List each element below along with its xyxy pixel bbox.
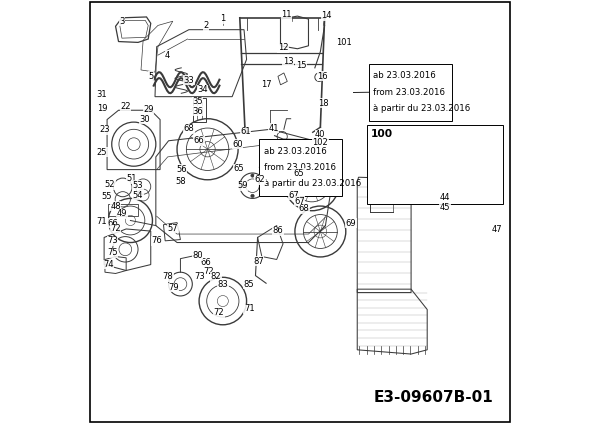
Text: ab 23.03.2016: ab 23.03.2016 — [373, 72, 436, 81]
Text: 66: 66 — [194, 136, 205, 145]
Text: 48: 48 — [110, 201, 121, 211]
Bar — [259, 139, 342, 196]
Text: 83: 83 — [217, 279, 228, 289]
Text: from 23.03.2016: from 23.03.2016 — [263, 163, 335, 172]
Circle shape — [251, 194, 254, 198]
Text: 72: 72 — [203, 267, 214, 276]
Bar — [367, 125, 503, 204]
Text: 55: 55 — [101, 192, 112, 201]
Text: 15: 15 — [296, 61, 306, 70]
Text: 82: 82 — [211, 272, 221, 282]
Text: 31: 31 — [97, 89, 107, 99]
Text: from 23.03.2016: from 23.03.2016 — [373, 88, 445, 97]
Text: 75: 75 — [107, 248, 118, 257]
Text: 102: 102 — [313, 138, 328, 147]
Text: 19: 19 — [97, 103, 107, 113]
Text: 2: 2 — [203, 21, 208, 31]
Text: 33: 33 — [184, 75, 194, 85]
Text: 25: 25 — [97, 148, 107, 157]
Text: 59: 59 — [238, 181, 248, 190]
Text: 80: 80 — [192, 251, 203, 260]
Text: 65: 65 — [233, 164, 244, 173]
Text: 44: 44 — [440, 192, 450, 202]
Text: 29: 29 — [143, 105, 154, 114]
Text: 67: 67 — [294, 197, 305, 206]
Text: 74: 74 — [103, 260, 113, 269]
Text: 17: 17 — [261, 80, 271, 89]
Text: 18: 18 — [319, 98, 329, 108]
Text: 12: 12 — [278, 43, 288, 53]
Text: 52: 52 — [105, 180, 115, 190]
Text: 13: 13 — [283, 56, 293, 66]
Text: 87: 87 — [253, 257, 264, 266]
Text: 3: 3 — [119, 17, 125, 26]
Text: 71: 71 — [97, 217, 107, 226]
Text: 54: 54 — [133, 190, 143, 200]
Text: 79: 79 — [169, 283, 179, 292]
Text: 78: 78 — [163, 272, 173, 282]
Circle shape — [261, 184, 265, 187]
Text: 76: 76 — [152, 236, 163, 245]
Circle shape — [459, 134, 466, 140]
Text: 36: 36 — [192, 106, 203, 116]
Text: 14: 14 — [321, 11, 332, 20]
Text: E3-09607B-01: E3-09607B-01 — [374, 390, 493, 405]
Text: 22: 22 — [120, 102, 131, 112]
Text: 65: 65 — [294, 169, 304, 178]
Text: 4: 4 — [165, 50, 170, 60]
Text: 41: 41 — [268, 123, 279, 133]
Text: 73: 73 — [194, 272, 205, 282]
Text: 35: 35 — [192, 97, 203, 106]
Text: 51: 51 — [126, 174, 136, 184]
Text: 16: 16 — [317, 72, 328, 81]
Text: 68: 68 — [184, 124, 194, 134]
Text: 5: 5 — [148, 72, 154, 81]
Text: 69: 69 — [346, 218, 356, 228]
Text: ab 23.03.2016: ab 23.03.2016 — [263, 147, 326, 156]
Circle shape — [251, 174, 254, 177]
Text: 68: 68 — [299, 204, 310, 213]
Text: 1: 1 — [220, 14, 226, 23]
Text: 34: 34 — [197, 85, 208, 94]
Text: 61: 61 — [241, 127, 251, 136]
Text: à partir du 23.03.2016: à partir du 23.03.2016 — [373, 104, 470, 113]
Text: 67: 67 — [289, 190, 299, 200]
Text: 47: 47 — [492, 225, 502, 234]
Text: 100: 100 — [371, 129, 394, 139]
Text: 85: 85 — [244, 279, 254, 289]
Text: 11: 11 — [281, 10, 292, 20]
Text: 58: 58 — [175, 176, 186, 186]
Text: 71: 71 — [244, 304, 254, 313]
Text: 86: 86 — [272, 226, 283, 235]
Bar — [369, 64, 452, 121]
Text: à partir du 23.03.2016: à partir du 23.03.2016 — [263, 179, 361, 188]
Text: 40: 40 — [315, 130, 326, 139]
Text: 73: 73 — [107, 236, 118, 245]
Text: 62: 62 — [255, 175, 265, 184]
Text: 66: 66 — [107, 218, 118, 228]
Text: 23: 23 — [100, 125, 110, 134]
Text: 66: 66 — [200, 257, 211, 267]
Text: 60: 60 — [232, 139, 242, 149]
Text: 56: 56 — [176, 165, 187, 174]
Circle shape — [241, 184, 244, 187]
Text: 30: 30 — [139, 115, 150, 124]
Text: 72: 72 — [110, 224, 121, 234]
Text: 57: 57 — [167, 224, 178, 233]
Text: 45: 45 — [440, 203, 450, 212]
Text: 53: 53 — [133, 181, 143, 190]
Text: 49: 49 — [116, 209, 127, 218]
Text: 72: 72 — [214, 308, 224, 318]
Text: 101: 101 — [336, 38, 352, 47]
